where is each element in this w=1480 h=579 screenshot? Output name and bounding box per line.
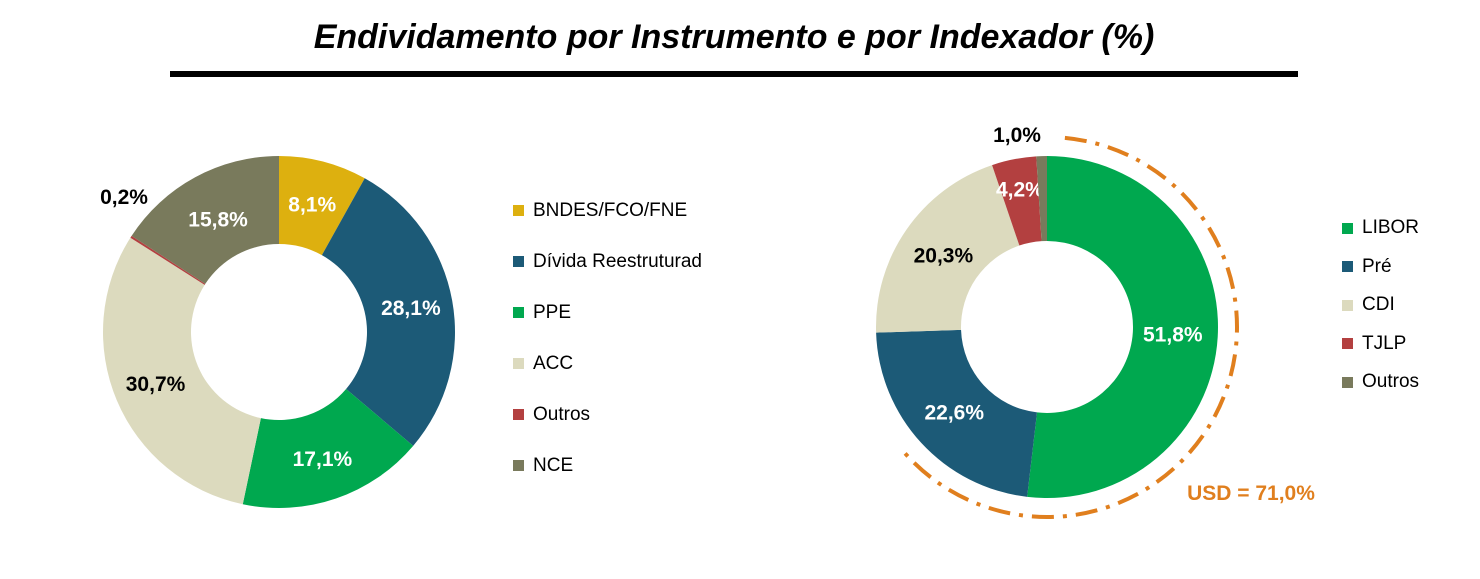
legend-swatch [1342, 261, 1353, 273]
data-label-instrumento-1: 28,1% [381, 297, 441, 320]
legend-swatch [1342, 299, 1353, 311]
slice-indexador-3 [992, 156, 1042, 246]
slice-indexador-0 [1027, 156, 1218, 498]
legend-item-instrumento-4: Outros [513, 389, 718, 440]
legend-label: NCE [533, 454, 574, 476]
slice-indexador-2 [875, 165, 1020, 333]
slice-instrumento-0 [279, 156, 365, 256]
legend-item-instrumento-0: BNDES/FCO/FNE [513, 185, 718, 236]
legend-instrumento: BNDES/FCO/FNE Dívida Reestruturad PPE ACC Ou… [513, 185, 718, 491]
legend-item-indexador-3: TJLP [1342, 325, 1462, 364]
legend-item-indexador-4: Outros [1342, 363, 1462, 402]
legend-swatch [513, 358, 524, 369]
legend-label: Pré [1362, 255, 1392, 277]
legend-item-instrumento-1: Dívida Reestruturad [513, 236, 718, 287]
slice-indexador-1 [876, 329, 1038, 497]
slice-instrumento-2 [242, 388, 414, 508]
data-label-instrumento-0: 8,1% [288, 193, 336, 216]
data-label-indexador-0: 51,8% [1143, 323, 1203, 346]
legend-swatch [1342, 338, 1353, 350]
legend-label: LIBOR [1362, 217, 1420, 239]
data-label-instrumento-5: 15,8% [188, 208, 248, 231]
legend-item-instrumento-5: NCE [513, 440, 718, 491]
legend-swatch [1342, 222, 1353, 234]
donut-instrumento: 8,1% 28,1% 17,1% 30,7% 0,2% 15,8% [100, 156, 455, 508]
data-label-indexador-1: 22,6% [924, 401, 984, 424]
slice-instrumento-3 [102, 237, 261, 505]
legend-swatch [513, 205, 524, 216]
data-label-instrumento-3: 30,7% [126, 373, 186, 396]
legend-swatch [513, 307, 524, 318]
data-label-indexador-3: 4,2% [996, 179, 1044, 202]
legend-label: TJLP [1362, 332, 1407, 354]
legend-swatch [513, 409, 524, 420]
usd-bracket-arc [899, 135, 1239, 519]
slice-instrumento-5 [131, 156, 279, 284]
legend-label: PPE [533, 301, 572, 323]
legend-item-instrumento-3: ACC [513, 338, 718, 389]
legend-item-indexador-1: Pré [1342, 248, 1462, 287]
data-label-indexador-4: 1,0% [993, 124, 1041, 147]
slice-instrumento-1 [321, 178, 455, 446]
title-underline [170, 71, 1298, 77]
legend-item-indexador-2: CDI [1342, 286, 1462, 325]
usd-annotation: USD = 71,0% [1187, 482, 1315, 505]
chart-title: Endividamento por Instrumento e por Inde… [313, 18, 1155, 56]
slice-instrumento-4 [130, 235, 206, 285]
legend-swatch [513, 460, 524, 471]
legend-label: Outros [533, 403, 591, 425]
donut-indexador: 51,8% 22,6% 20,3% 4,2% 1,0% USD = 71,0% [875, 124, 1315, 519]
slice-indexador-4 [1036, 156, 1047, 242]
legend-label: CDI [1362, 294, 1395, 316]
legend-label: Dívida Reestruturad [533, 250, 702, 272]
legend-swatch [1342, 376, 1353, 388]
legend-label: Outros [1362, 371, 1420, 393]
legend-label: ACC [533, 352, 574, 374]
data-label-instrumento-2: 17,1% [293, 448, 353, 471]
legend-item-instrumento-2: PPE [513, 287, 718, 338]
data-label-instrumento-4: 0,2% [100, 186, 148, 209]
data-label-indexador-2: 20,3% [914, 244, 974, 267]
legend-item-indexador-0: LIBOR [1342, 209, 1462, 248]
legend-indexador: LIBOR Pré CDI TJLP Outros [1342, 209, 1462, 402]
legend-label: BNDES/FCO/FNE [533, 199, 688, 221]
legend-swatch [513, 256, 524, 267]
